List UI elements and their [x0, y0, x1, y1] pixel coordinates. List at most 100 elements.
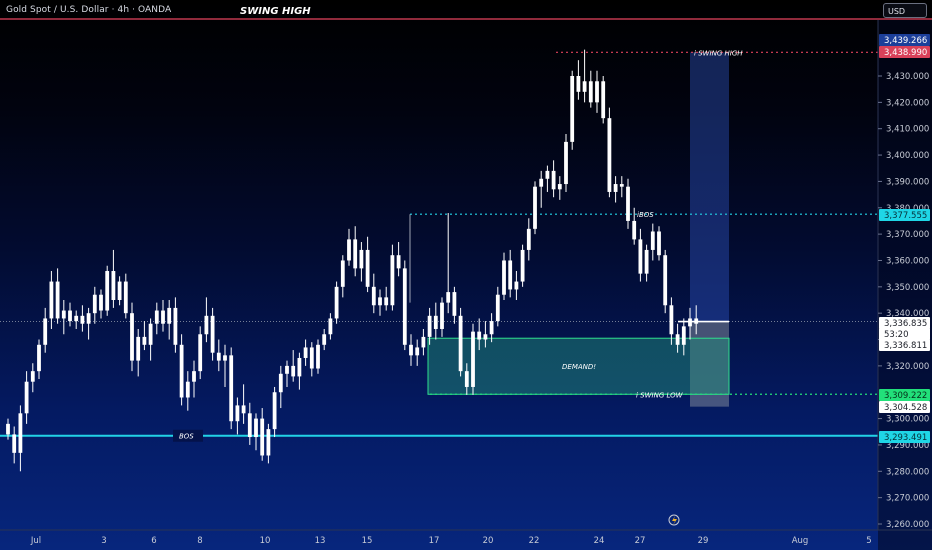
x-tick-label: 27: [635, 536, 646, 546]
price-tag: 3,377.555: [879, 209, 930, 221]
currency-button[interactable]: USD: [883, 3, 927, 18]
candle: [272, 386, 277, 438]
candle-body: [458, 315, 463, 372]
candle-body: [619, 184, 624, 187]
candle-body: [167, 307, 172, 324]
candle: [582, 49, 587, 103]
candle-body: [433, 315, 438, 329]
candle: [365, 236, 370, 293]
x-tick-label: 24: [594, 536, 605, 546]
candle: [601, 76, 606, 124]
candle: [520, 244, 525, 287]
candle-body: [452, 292, 457, 316]
price-tag-label: 3,309.222: [884, 391, 927, 401]
candle: [216, 339, 221, 372]
candle: [390, 244, 395, 311]
price-tag-label: 3,336.835: [884, 319, 927, 329]
candle: [55, 268, 60, 324]
candle-body: [291, 365, 296, 377]
candle-body: [520, 249, 525, 282]
x-tick-label: 22: [529, 536, 540, 546]
price-axis: [878, 20, 932, 550]
candle-body: [415, 347, 420, 356]
candle-body: [626, 186, 630, 221]
candle-body: [68, 310, 72, 322]
candle-body: [644, 249, 649, 274]
candle-body: [595, 81, 599, 103]
candle: [130, 302, 134, 372]
candle-body: [322, 334, 327, 345]
y-tick-label: 3,400.000: [886, 151, 929, 161]
candle-body: [675, 334, 680, 345]
candle: [154, 302, 159, 335]
candle-body: [688, 318, 692, 327]
candle: [322, 328, 327, 351]
candle-body: [576, 76, 581, 92]
price-tag-label: 3,438.990: [884, 48, 927, 58]
candle-body: [489, 321, 494, 335]
candle: [347, 228, 351, 266]
candle: [297, 352, 302, 390]
candle-body: [601, 81, 606, 119]
y-tick-label: 3,270.000: [886, 494, 929, 504]
candle: [595, 70, 599, 113]
candle-body: [303, 347, 308, 358]
x-tick-label: 29: [698, 536, 709, 546]
price-tag: 3,438.990: [879, 46, 930, 58]
candle: [384, 286, 389, 311]
candle: [247, 402, 252, 445]
candle-body: [464, 371, 469, 387]
candle: [675, 323, 680, 353]
candle-body: [588, 81, 593, 103]
candle: [223, 344, 227, 387]
candle-body: [390, 255, 395, 306]
y-tick-label: 3,410.000: [886, 125, 929, 135]
candle: [427, 307, 432, 345]
candle-body: [24, 381, 29, 414]
candle: [539, 170, 544, 208]
candle: [24, 371, 29, 424]
candle: [588, 70, 593, 108]
candle: [632, 207, 637, 245]
candle: [694, 305, 699, 335]
y-tick-label: 3,360.000: [886, 256, 929, 266]
candle: [74, 310, 79, 329]
candle: [359, 242, 364, 282]
y-tick-label: 3,380.000: [886, 204, 929, 214]
y-tick-label: 3,340.000: [886, 309, 929, 319]
candle-body: [607, 118, 612, 192]
candle: [526, 218, 531, 261]
candle: [123, 273, 128, 319]
candle: [278, 365, 283, 409]
candle: [254, 413, 258, 451]
candle: [564, 133, 568, 192]
x-tick-label: 3: [101, 536, 106, 546]
candle-body: [161, 310, 165, 324]
lightning-icon: [668, 514, 680, 526]
y-tick-label: 3,390.000: [886, 177, 929, 187]
candle: [489, 313, 494, 343]
candle-body: [49, 281, 54, 319]
candle: [43, 307, 48, 353]
x-tick-label: 15: [362, 536, 373, 546]
candle: [167, 300, 172, 340]
candle: [433, 302, 438, 340]
x-tick-label: 8: [197, 536, 202, 546]
price-tag-bg: [879, 46, 930, 58]
candle: [99, 289, 103, 319]
candle-body: [495, 294, 500, 322]
candle: [105, 265, 110, 316]
candle: [92, 286, 97, 324]
candle-body: [446, 292, 451, 303]
candle-body: [347, 239, 351, 261]
candle: [464, 363, 469, 395]
candle-body: [6, 423, 10, 435]
price-tag-label: 3,293.491: [884, 433, 927, 443]
candle-body: [365, 249, 370, 287]
target-zone-box: [690, 52, 729, 322]
candle: [6, 418, 10, 440]
candle: [204, 297, 209, 343]
candle: [334, 281, 339, 324]
